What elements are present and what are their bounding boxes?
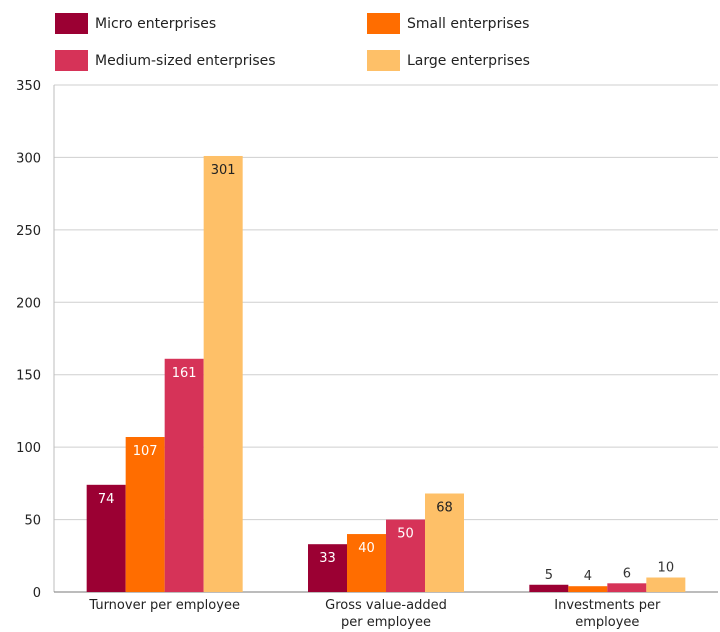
y-tick-label: 350 [16, 79, 41, 94]
x-axis: Turnover per employee Gross value-added pe… [88, 598, 661, 630]
data-label: 5 [545, 568, 553, 583]
legend-label: Large enterprises [407, 53, 530, 69]
y-tick-label: 200 [16, 296, 41, 311]
data-label: 33 [319, 551, 336, 566]
bar [646, 577, 686, 592]
data-label: 301 [211, 163, 236, 178]
y-tick-label: 250 [16, 224, 41, 239]
bar [386, 519, 425, 592]
bar [125, 437, 165, 592]
y-tick-label: 50 [24, 514, 41, 529]
data-label: 4 [584, 569, 592, 584]
data-label: 68 [436, 500, 453, 515]
x-tick-label: per employee [341, 615, 431, 630]
data-label: 10 [658, 561, 675, 576]
data-label: 74 [98, 492, 115, 507]
data-label: 6 [623, 566, 631, 581]
bars: 74 107 161 301 33 40 50 68 5 4 6 10 [86, 155, 686, 593]
legend-swatch [55, 13, 88, 34]
bar [607, 583, 647, 592]
bar [86, 484, 126, 592]
legend-swatch [367, 50, 400, 71]
x-tick-label: Gross value-added [325, 598, 447, 613]
data-label: 50 [397, 527, 414, 542]
data-label: 161 [172, 366, 197, 381]
bar [425, 493, 464, 592]
data-label: 40 [358, 541, 375, 556]
legend-swatch [55, 50, 88, 71]
y-tick-label: 150 [16, 369, 41, 384]
x-tick-label: employee [575, 615, 639, 630]
bar [568, 586, 608, 592]
bar [529, 584, 569, 592]
legend-swatch [367, 13, 400, 34]
x-tick-label: Turnover per employee [88, 598, 240, 613]
legend-label: Medium-sized enterprises [95, 53, 276, 69]
data-label: 107 [133, 444, 158, 459]
bar [308, 544, 347, 592]
legend-label: Small enterprises [407, 16, 529, 32]
x-tick-label: Investments per [554, 598, 661, 613]
y-tick-label: 300 [16, 151, 41, 166]
bar [203, 155, 243, 593]
y-tick-label: 0 [33, 586, 41, 601]
bar [164, 358, 204, 592]
legend-label: Micro enterprises [95, 16, 216, 32]
legend: Micro enterprises Small enterprises Medium… [55, 13, 530, 71]
bar [347, 534, 386, 592]
y-tick-label: 100 [16, 441, 41, 456]
